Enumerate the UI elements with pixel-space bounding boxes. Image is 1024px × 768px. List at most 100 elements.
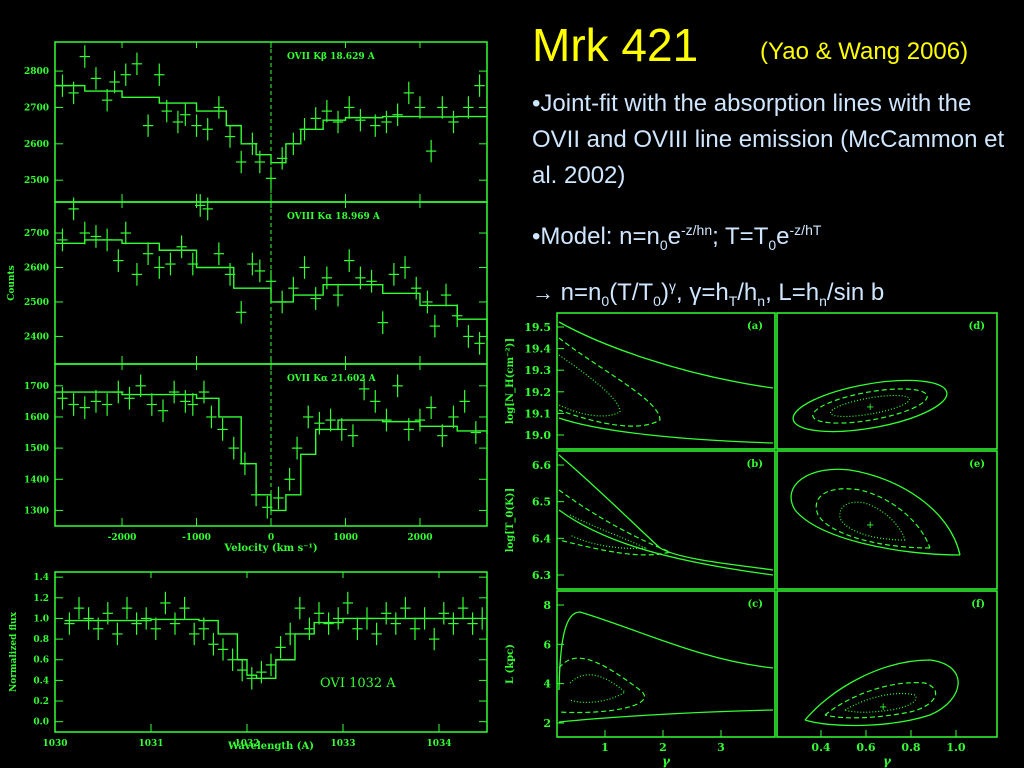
rel-text: n=n <box>554 279 602 306</box>
contour-panel-frame <box>556 590 776 738</box>
y-tick-label: 1500 <box>24 444 49 454</box>
contour-panel-frame <box>776 450 998 590</box>
rel-text: γ <box>689 279 702 306</box>
x-tick-label: 2 <box>659 741 667 754</box>
y-tick-label: 2500 <box>24 298 49 308</box>
y-axis-label: log[T_0(K)] <box>505 488 516 552</box>
contour-panel-frame <box>556 450 776 590</box>
contour-mid <box>815 488 931 549</box>
contour-inner <box>569 514 648 550</box>
bullet-joint-fit: •Joint-fit with the absorption lines wit… <box>532 90 1005 189</box>
contour-mid <box>558 489 672 556</box>
contour-mid <box>812 388 928 424</box>
x-axis-label: γ <box>883 754 892 768</box>
x-tick-label: 1.0 <box>946 741 965 754</box>
contour-mid <box>558 657 646 714</box>
contour-inner <box>829 394 911 418</box>
panel-label: (c) <box>747 599 763 610</box>
line-label: OVII Kα 21.602 A <box>287 374 377 384</box>
model-text: e <box>667 223 681 250</box>
best-fit-marker: + <box>866 402 874 413</box>
x-tick-label: 1030 <box>42 739 67 749</box>
x-axis-label: Velocity (km s⁻¹) <box>223 543 317 554</box>
slide-title: Mrk 421 <box>532 19 699 71</box>
y-tick-label: 19.2 <box>524 386 551 399</box>
line-label: OVII Kβ 18.629 A <box>287 52 376 62</box>
plot-frame <box>54 571 488 733</box>
line-label: OVIII Kα 18.969 A <box>287 212 381 222</box>
y-tick-label: 19.4 <box>524 343 551 356</box>
y-tick-label: 19.0 <box>524 429 551 442</box>
y-tick-label: 19.1 <box>524 407 551 420</box>
x-tick-label: -1000 <box>182 533 211 543</box>
y-tick-label: 0.6 <box>33 656 49 666</box>
arrow-icon: → <box>532 280 554 305</box>
rel-text: (T/T <box>609 279 654 306</box>
y-axis-label: L (kpc) <box>505 644 516 684</box>
rel-sub: n <box>819 292 827 309</box>
model-text: •Model: n=n <box>532 223 660 250</box>
y-tick-label: 2600 <box>24 263 49 273</box>
contour-panel-frame <box>776 590 998 738</box>
x-tick-label: 1031 <box>138 739 163 749</box>
rel-sup: γ <box>668 278 676 294</box>
y-tick-label: 4 <box>543 678 551 691</box>
y-tick-label: 6 <box>543 638 551 651</box>
contour-outer <box>558 417 774 444</box>
y-tick-label: 0.8 <box>33 635 49 645</box>
x-tick-label: 1034 <box>426 739 451 749</box>
rel-text: , L=h <box>765 279 820 306</box>
slide-citation: (Yao & Wang 2006) <box>760 38 969 65</box>
x-tick-label: 2000 <box>407 533 432 543</box>
contour-outer <box>792 379 948 433</box>
y-tick-label: 19.5 <box>524 321 551 334</box>
contour-panel-frame <box>776 312 998 450</box>
rel-sub: T <box>728 292 738 309</box>
y-tick-label: 1.0 <box>33 614 49 624</box>
x-tick-label: 3 <box>717 741 725 754</box>
y-tick-label: 2800 <box>24 67 49 77</box>
y-tick-label: 2600 <box>24 140 49 150</box>
rel-text: /sin b <box>826 279 885 306</box>
contour-outer <box>558 709 774 723</box>
x-tick-label: 1032 <box>234 739 259 749</box>
bullet-relation: → n=n0(T/T0)γ, γ=hT/hn, L=hn/sin b <box>532 268 1012 319</box>
model-text: e <box>776 223 790 250</box>
panel-label: (d) <box>969 321 985 332</box>
y-tick-label: 6.4 <box>532 532 551 545</box>
contour-mid <box>824 682 937 719</box>
rel-sub: 0 <box>653 292 661 309</box>
contour-outer <box>558 509 774 576</box>
y-tick-label: 2700 <box>24 229 49 239</box>
y-tick-label: 2400 <box>24 332 49 342</box>
x-tick-label: 0 <box>268 533 274 543</box>
rel-text: /h <box>737 279 758 306</box>
model-sup: -z/hT <box>789 222 822 238</box>
x-tick-label: 0.6 <box>856 741 875 754</box>
model-curve <box>55 84 488 164</box>
y-tick-label: 8 <box>543 599 551 612</box>
y-tick-label: 6.6 <box>532 459 551 472</box>
bullet-model: •Model: n=n0e-z/hn; T=T0e-z/hT <box>532 212 1012 263</box>
rel-text: ) <box>660 279 669 306</box>
x-tick-label: 1033 <box>330 739 355 749</box>
y-tick-label: 2500 <box>24 176 49 186</box>
y-tick-label: 6.3 <box>532 569 551 582</box>
panel-label: (a) <box>747 321 763 332</box>
panel-label: (b) <box>747 459 763 470</box>
x-tick-label: -2000 <box>108 533 137 543</box>
line-label: OVI 1032 A <box>320 676 396 691</box>
x-axis-label: Wavelength (A) <box>227 741 314 752</box>
y-axis-label: Counts <box>7 265 17 300</box>
contour-inner <box>569 674 626 703</box>
y-tick-label: 2700 <box>24 103 49 113</box>
best-fit-marker: + <box>866 520 874 531</box>
rel-text: =h <box>701 279 729 306</box>
model-text: ; T=T <box>712 223 769 250</box>
contour-outer <box>558 321 774 389</box>
x-tick-label: 1000 <box>333 533 358 543</box>
x-tick-label: 0.4 <box>811 741 830 754</box>
model-sub: 0 <box>768 236 777 253</box>
model-sub: 0 <box>659 236 668 253</box>
